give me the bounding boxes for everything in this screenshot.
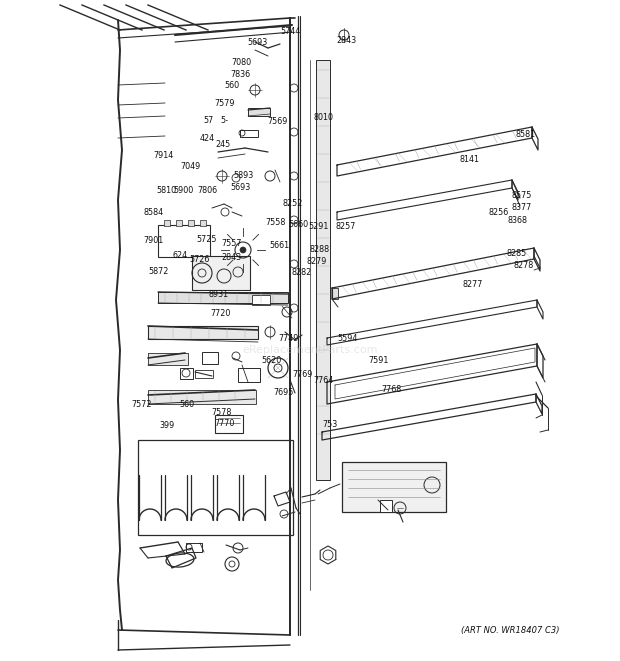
Text: 399: 399 (160, 421, 175, 430)
Text: 8575: 8575 (512, 191, 532, 200)
Text: 7558: 7558 (266, 217, 286, 227)
Text: 7572: 7572 (131, 400, 152, 409)
Text: 5900: 5900 (174, 186, 193, 195)
Text: 8282: 8282 (291, 268, 311, 277)
Text: 7806: 7806 (197, 186, 217, 195)
Text: 5660: 5660 (288, 220, 308, 229)
Bar (158, 292, 288, 303)
Bar (180, 368, 193, 379)
Text: 5810: 5810 (156, 186, 176, 195)
Text: 560: 560 (180, 400, 195, 409)
Text: 5-: 5- (221, 116, 228, 125)
Text: 7080: 7080 (232, 58, 252, 67)
Text: 8010: 8010 (314, 113, 334, 122)
Text: 245: 245 (216, 139, 231, 149)
Text: 424: 424 (200, 134, 215, 143)
Circle shape (240, 247, 246, 253)
Text: 7720: 7720 (211, 309, 231, 318)
Text: 753: 753 (322, 420, 337, 429)
Bar (252, 295, 270, 305)
Bar (342, 462, 446, 512)
Text: 7749: 7749 (279, 334, 299, 343)
Text: 5725: 5725 (197, 235, 218, 244)
Bar (164, 220, 170, 226)
Text: 7769: 7769 (293, 369, 312, 379)
Bar (248, 108, 270, 116)
Text: 8252: 8252 (283, 199, 303, 208)
Text: 7578: 7578 (212, 408, 232, 417)
Bar (192, 256, 250, 290)
Bar (202, 352, 218, 364)
Text: 8377: 8377 (512, 203, 532, 212)
Text: 5726: 5726 (190, 254, 210, 264)
Text: 5693: 5693 (247, 38, 267, 48)
Bar (148, 326, 258, 339)
Text: 5291: 5291 (309, 221, 329, 231)
Text: 8288: 8288 (310, 245, 330, 254)
Text: 8278: 8278 (514, 261, 534, 270)
Text: 5594: 5594 (337, 334, 357, 343)
Bar (148, 390, 256, 404)
Bar (380, 500, 392, 512)
Text: 8256: 8256 (489, 208, 508, 217)
Bar (186, 543, 202, 552)
Text: 7049: 7049 (181, 162, 201, 171)
Text: eReplacementParts.com: eReplacementParts.com (242, 345, 378, 355)
Text: 8581: 8581 (516, 130, 536, 139)
Bar (332, 288, 338, 299)
Text: 8285: 8285 (507, 249, 527, 258)
Bar (200, 220, 206, 226)
Text: 7836: 7836 (231, 69, 250, 79)
Text: 7768: 7768 (382, 385, 402, 395)
Bar (148, 353, 188, 365)
Bar (215, 415, 243, 433)
Bar (176, 220, 182, 226)
Text: 5620: 5620 (262, 356, 281, 366)
Text: 7579: 7579 (214, 98, 235, 108)
Text: 7901: 7901 (144, 236, 164, 245)
Text: 7695: 7695 (274, 388, 294, 397)
Text: 8277: 8277 (463, 280, 482, 289)
Bar (238, 368, 260, 382)
Text: 7557: 7557 (221, 239, 242, 248)
Bar (158, 225, 210, 257)
Text: 560: 560 (224, 81, 239, 91)
Bar (195, 370, 213, 378)
Bar (316, 60, 330, 480)
Text: 7764: 7764 (313, 376, 333, 385)
Text: 8279: 8279 (306, 257, 326, 266)
Text: 7591: 7591 (368, 356, 388, 365)
Text: 57: 57 (203, 116, 213, 125)
Text: 7770: 7770 (215, 418, 235, 428)
Text: 8368: 8368 (507, 216, 527, 225)
Text: 624: 624 (172, 251, 187, 260)
Text: 5661: 5661 (269, 241, 289, 251)
Bar (188, 220, 194, 226)
Bar (240, 130, 258, 137)
Text: 5744: 5744 (280, 27, 300, 36)
Text: 8584: 8584 (144, 208, 164, 217)
Text: 5872: 5872 (149, 266, 169, 276)
Text: 7569: 7569 (268, 117, 288, 126)
Text: 8257: 8257 (336, 221, 356, 231)
Text: 2843: 2843 (336, 36, 356, 46)
Text: 5693: 5693 (231, 183, 250, 192)
Text: 2843: 2843 (221, 253, 241, 262)
Bar (138, 440, 293, 535)
Text: 8931: 8931 (208, 290, 228, 299)
Text: 8141: 8141 (460, 155, 480, 165)
Text: 7914: 7914 (154, 151, 174, 161)
Text: (ART NO. WR18407 C3): (ART NO. WR18407 C3) (461, 625, 559, 635)
Text: 5893: 5893 (233, 171, 253, 180)
